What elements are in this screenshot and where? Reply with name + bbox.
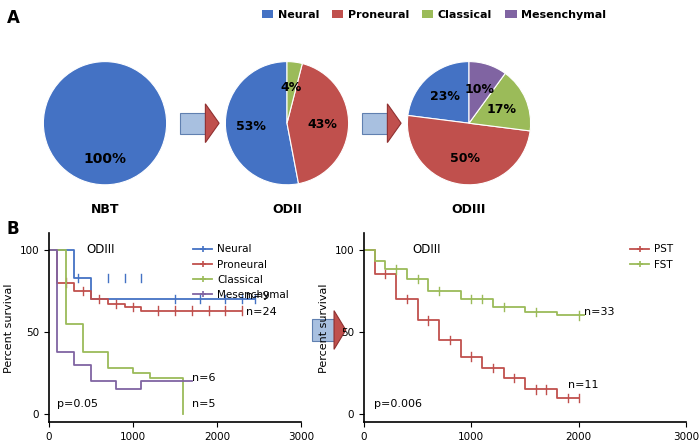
Polygon shape (180, 113, 205, 134)
Wedge shape (225, 62, 298, 185)
Text: NBT: NBT (91, 203, 119, 216)
Text: n=9: n=9 (246, 291, 270, 301)
Text: 50%: 50% (449, 152, 480, 165)
Legend: Neural, Proneural, Classical, Mesenchymal: Neural, Proneural, Classical, Mesenchyma… (189, 240, 293, 304)
Wedge shape (408, 62, 469, 123)
Text: n=11: n=11 (568, 380, 598, 389)
Polygon shape (362, 113, 387, 134)
Text: n=6: n=6 (192, 373, 216, 383)
Y-axis label: Percent survival: Percent survival (4, 283, 14, 373)
Text: 53%: 53% (237, 120, 267, 133)
Legend: PST, FST: PST, FST (626, 240, 678, 274)
Text: n=33: n=33 (584, 307, 615, 317)
Polygon shape (312, 319, 334, 341)
Text: 23%: 23% (430, 90, 461, 103)
Text: 17%: 17% (486, 103, 517, 116)
Wedge shape (43, 62, 167, 185)
Legend: Neural, Proneural, Classical, Mesenchymal: Neural, Proneural, Classical, Mesenchyma… (258, 6, 610, 25)
Text: B: B (7, 220, 20, 238)
Text: p=0.05: p=0.05 (57, 399, 97, 409)
Wedge shape (287, 62, 302, 123)
Wedge shape (469, 73, 531, 131)
Wedge shape (407, 115, 530, 185)
Text: 100%: 100% (83, 152, 127, 166)
Text: ODII: ODII (272, 203, 302, 216)
Text: ODIII: ODIII (87, 243, 116, 256)
Y-axis label: Percent survival: Percent survival (319, 283, 329, 373)
Text: n=24: n=24 (246, 307, 277, 317)
Text: n=5: n=5 (192, 400, 216, 409)
Polygon shape (205, 104, 219, 143)
Wedge shape (287, 63, 349, 184)
Text: 4%: 4% (281, 81, 302, 94)
Text: ODIII: ODIII (412, 243, 441, 256)
Text: 43%: 43% (308, 118, 337, 131)
Text: 10%: 10% (465, 83, 495, 96)
Wedge shape (469, 62, 505, 123)
Text: ODIII: ODIII (452, 203, 486, 216)
Text: p=0.006: p=0.006 (374, 399, 421, 409)
Polygon shape (387, 104, 401, 143)
Text: A: A (7, 9, 20, 27)
Polygon shape (334, 311, 346, 349)
